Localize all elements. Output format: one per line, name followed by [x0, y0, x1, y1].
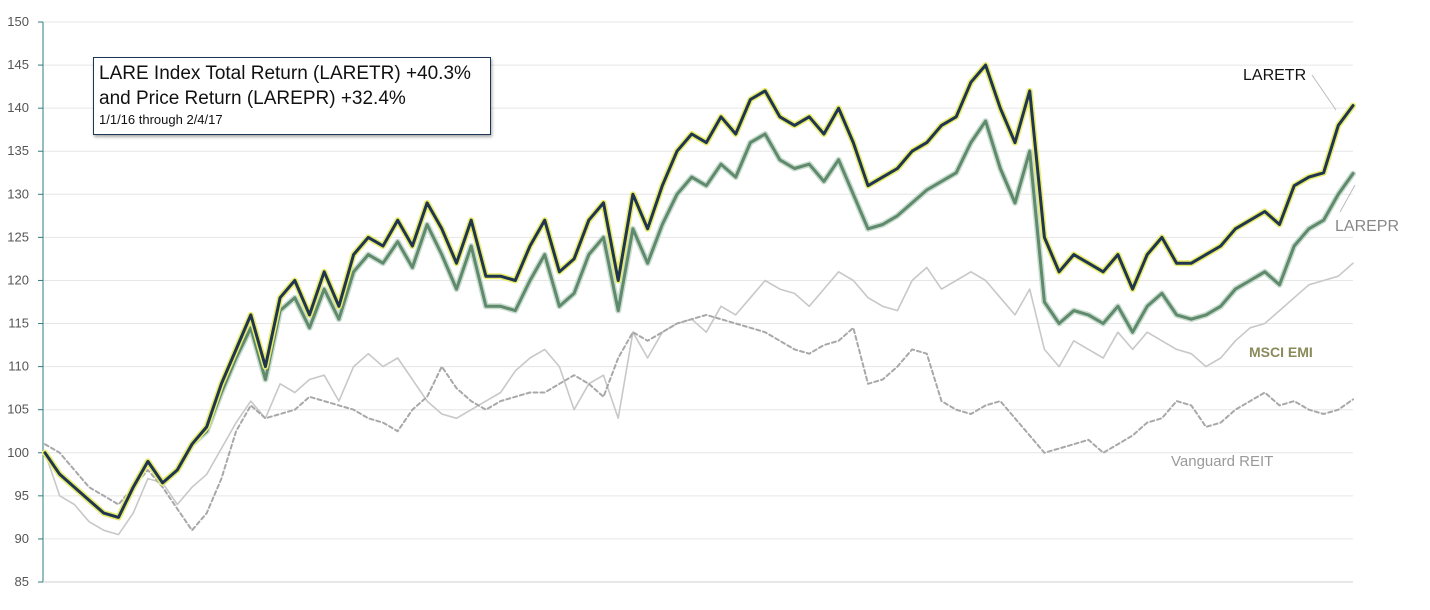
y-tick-label: 90 [15, 531, 29, 546]
msci-emi-label: MSCI EMI [1249, 344, 1313, 360]
y-tick-label: 95 [15, 488, 29, 503]
series-msci-emi-line [44, 262, 1354, 536]
y-tick-label: 130 [7, 186, 29, 201]
series-larepr-line [43, 119, 1355, 519]
y-tick-label: 100 [7, 445, 29, 460]
chart-title: LARE Index Total Return (LARETR) +40.3% [99, 63, 471, 84]
y-tick-label: 140 [7, 100, 29, 115]
larepr-label: LAREPR [1335, 218, 1399, 235]
y-tick-label: 105 [7, 402, 29, 417]
y-tick-label: 85 [15, 574, 29, 589]
chart-date-range: 1/1/16 through 2/4/17 [99, 112, 223, 127]
laretr-label: LARETR [1243, 67, 1306, 84]
y-tick-label: 145 [7, 57, 29, 72]
chart-subtitle: and Price Return (LAREPR) +32.4% [99, 88, 406, 109]
chart-title-box: LARE Index Total Return (LARETR) +40.3% … [93, 57, 491, 135]
y-tick-label: 120 [7, 272, 29, 287]
y-axis-ticks: 85 90 95 100 105 110 115 120 125 130 135 140 145 150 [7, 14, 43, 589]
laretr-leader-line [1311, 74, 1337, 111]
y-tick-label: 150 [7, 14, 29, 29]
vanguard-reit-label: Vanguard REIT [1171, 453, 1273, 470]
y-tick-label: 110 [8, 359, 29, 374]
series-vanguard-reit-line [44, 313, 1354, 532]
series-layer [42, 62, 1356, 536]
y-tick-label: 125 [7, 229, 29, 244]
larepr-leader-line [1339, 184, 1356, 213]
y-tick-label: 135 [7, 143, 29, 158]
y-tick-label: 115 [8, 316, 29, 331]
series-laretr-line [43, 63, 1355, 519]
